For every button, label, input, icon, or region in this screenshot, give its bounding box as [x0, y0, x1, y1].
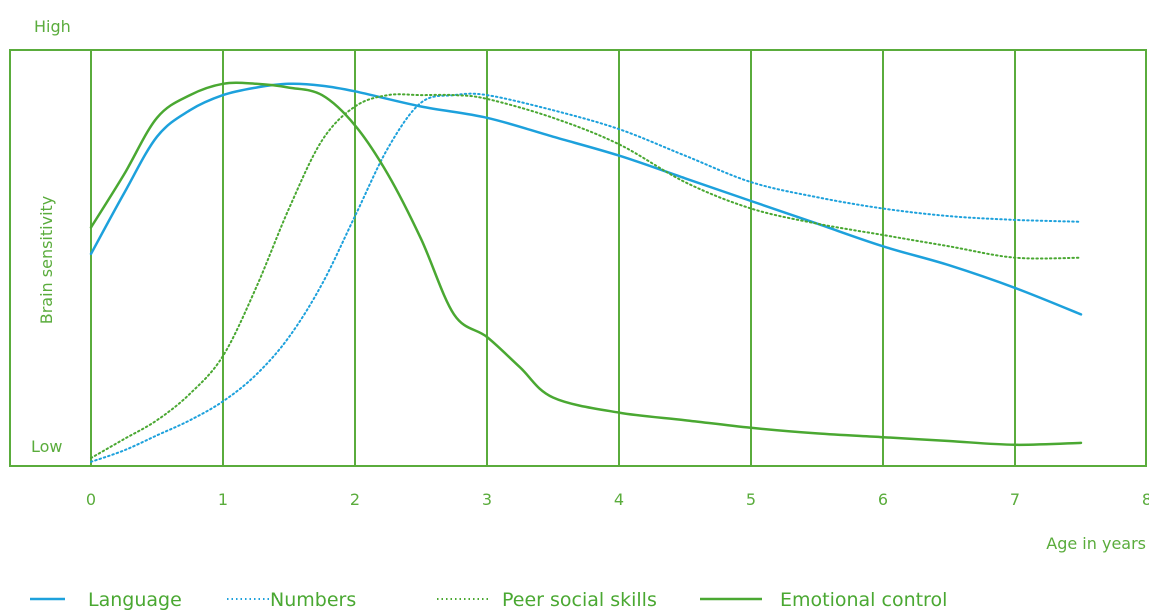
- gridlines: [90, 50, 1016, 466]
- legend-label-numbers: Numbers: [270, 589, 356, 610]
- x-tick-label: 0: [86, 490, 96, 509]
- y-high-label: High: [34, 17, 71, 36]
- y-low-label: Low: [31, 437, 63, 456]
- x-tick-label: 4: [614, 490, 624, 509]
- legend-label-language: Language: [88, 589, 182, 610]
- legend: Language Numbers Peer social skills Emotion…: [30, 589, 947, 610]
- series-line-emotional-control: [89, 81, 1083, 447]
- series-line-peer-social-skills: [90, 93, 1082, 459]
- x-tick-label: 5: [746, 490, 756, 509]
- legend-label-peer-social-skills: Peer social skills: [502, 589, 657, 610]
- x-tick-label: 7: [1010, 490, 1020, 509]
- x-tick-label: 1: [218, 490, 228, 509]
- series-lines: [89, 81, 1083, 463]
- x-tick-labels: 0 1 2 3 4 5 6 7 8: [86, 490, 1149, 509]
- x-axis-label: Age in years: [1046, 534, 1146, 553]
- series-line-language: [89, 82, 1083, 316]
- x-tick-label: 8: [1142, 490, 1149, 509]
- y-axis-label: Brain sensitivity: [37, 196, 56, 325]
- x-tick-label: 3: [482, 490, 492, 509]
- legend-label-emotional-control: Emotional control: [780, 589, 947, 610]
- x-tick-label: 2: [350, 490, 360, 509]
- plot-frame: [9, 49, 1147, 467]
- x-tick-label: 6: [878, 490, 888, 509]
